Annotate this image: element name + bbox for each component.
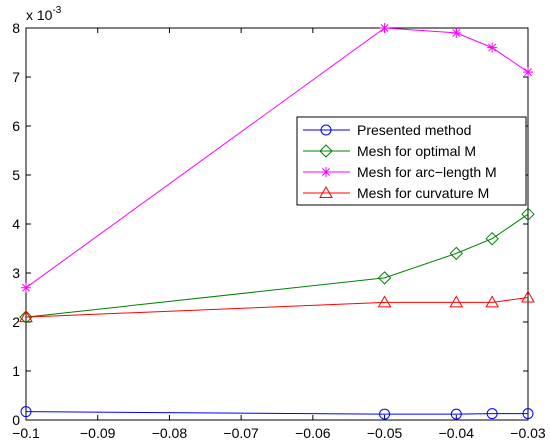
diamond-marker bbox=[485, 231, 499, 246]
legend-label: Mesh for arc−length M bbox=[357, 164, 497, 180]
diamond-marker bbox=[377, 271, 392, 285]
series-line bbox=[25, 411, 528, 415]
x-tick-label: −0.07 bbox=[223, 425, 259, 441]
legend-label: Presented method bbox=[357, 122, 471, 138]
star-stroke bbox=[488, 43, 497, 52]
triangle-marker bbox=[377, 295, 392, 308]
y-tick-label: 2 bbox=[12, 314, 20, 330]
star-marker bbox=[21, 282, 31, 293]
x-tick-label: −0.04 bbox=[439, 425, 475, 441]
star-stroke bbox=[380, 24, 389, 32]
circle-marker bbox=[522, 408, 534, 420]
star-stroke bbox=[322, 168, 330, 176]
diamond-marker bbox=[521, 207, 535, 221]
y-tick-label: 0 bbox=[12, 412, 20, 428]
star-marker bbox=[379, 23, 390, 33]
star-stroke bbox=[524, 68, 532, 77]
y-tick-label: 6 bbox=[12, 118, 20, 134]
y-tick-label: 4 bbox=[12, 216, 20, 232]
star-stroke bbox=[452, 28, 461, 37]
x-tick-label: −0.03 bbox=[510, 425, 546, 441]
y-tick-label: 7 bbox=[12, 69, 20, 85]
x-tick-label: −0.08 bbox=[152, 425, 188, 441]
series-line bbox=[25, 213, 529, 318]
star-stroke bbox=[22, 283, 30, 292]
series-markers bbox=[19, 23, 535, 420]
circle-marker bbox=[320, 124, 332, 136]
x-tick-label: −0.05 bbox=[367, 425, 403, 441]
diamond-marker bbox=[319, 144, 333, 158]
x-tick-label: −0.06 bbox=[295, 425, 331, 441]
star-marker bbox=[451, 27, 462, 38]
triangle-marker bbox=[319, 185, 333, 198]
triangle-marker bbox=[521, 290, 535, 303]
axis-ticks: −0.1 −0.09 −0.08 −0.07 −0.06 −0.05 −0.04 −0.03 0… bbox=[12, 20, 546, 441]
diamond-marker bbox=[449, 246, 463, 261]
series-line bbox=[25, 297, 529, 318]
plot-area bbox=[25, 27, 529, 421]
y-tick-label: 5 bbox=[12, 167, 20, 183]
y-multiplier-label: x 10-3 bbox=[26, 5, 62, 23]
diamond-marker bbox=[19, 310, 33, 324]
legend-label: Mesh for curvature M bbox=[357, 185, 489, 201]
star-marker bbox=[321, 167, 331, 177]
legend: Presented method Mesh for optimal M Mesh f… bbox=[296, 116, 527, 206]
y-tick-label: 1 bbox=[12, 363, 20, 379]
star-marker bbox=[523, 67, 533, 78]
triangle-marker bbox=[485, 295, 500, 308]
legend-box bbox=[296, 116, 527, 206]
circle-marker bbox=[379, 408, 391, 420]
triangle-marker bbox=[449, 295, 464, 308]
y-tick-label: 8 bbox=[12, 20, 20, 36]
x-tick-label: −0.09 bbox=[80, 425, 116, 441]
circle-marker bbox=[20, 406, 32, 418]
x-tick-label: −0.1 bbox=[12, 425, 40, 441]
triangle-marker bbox=[19, 310, 33, 323]
star-marker bbox=[487, 42, 498, 53]
circle-marker bbox=[450, 408, 462, 420]
circle-marker bbox=[486, 408, 498, 420]
y-tick-label: 3 bbox=[12, 265, 20, 281]
legend-label: Mesh for optimal M bbox=[357, 143, 476, 159]
